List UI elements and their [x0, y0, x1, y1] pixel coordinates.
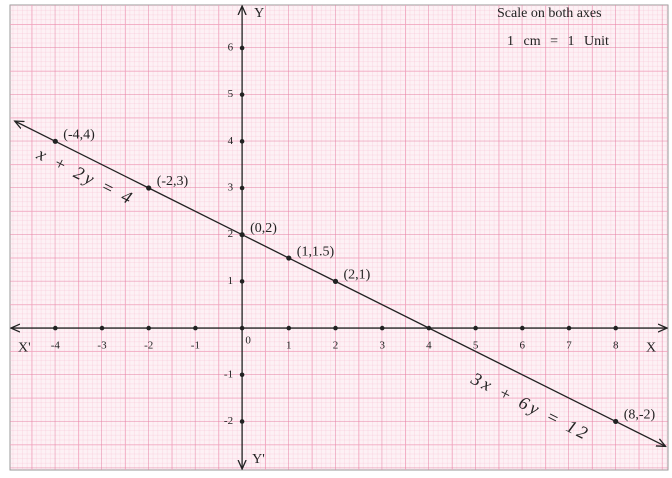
- x-tick-label: 6: [520, 340, 526, 352]
- x-tick: [519, 325, 525, 331]
- x-tick: [52, 325, 58, 331]
- x-tick: [566, 325, 572, 331]
- y-tick: [239, 45, 245, 51]
- x-tick: [286, 325, 292, 331]
- x-tick-label: 5: [473, 340, 479, 352]
- line: [55, 140, 616, 423]
- y-tick: [239, 419, 245, 424]
- point-label: (0,2): [250, 221, 277, 236]
- y-tick: [239, 372, 245, 378]
- axis-label: Y: [254, 6, 264, 21]
- x-tick-label: -3: [97, 340, 107, 352]
- y-tick-label: 5: [228, 88, 234, 100]
- x-tick: [473, 325, 478, 331]
- axis-label: Y': [252, 452, 265, 467]
- point: [286, 255, 292, 261]
- point-label: (8,-2): [624, 408, 656, 423]
- y-tick-label: 6: [228, 41, 234, 53]
- y-tick-label: -1: [224, 368, 233, 380]
- x-tick: [239, 325, 245, 331]
- point: [332, 278, 339, 284]
- point: [52, 138, 58, 144]
- x-tick-label: 4: [426, 340, 432, 352]
- point-label: (-4,4): [63, 128, 95, 143]
- y-tick-label: 1: [228, 275, 234, 287]
- x-tick: [146, 325, 151, 331]
- point: [613, 418, 619, 425]
- axis-label: X': [18, 340, 31, 355]
- axis-label: X: [646, 340, 656, 355]
- y-tick-label: 4: [228, 135, 234, 147]
- point: [146, 185, 152, 191]
- x-tick-label: 0: [245, 335, 251, 347]
- point-label: (-2,3): [157, 174, 189, 189]
- x-tick-label: -4: [51, 340, 61, 352]
- y-tick-label: 3: [228, 182, 234, 194]
- point: [239, 232, 245, 238]
- point-label: (2,1): [343, 268, 370, 283]
- x-tick-label: 1: [286, 340, 292, 352]
- x-tick-label: 8: [613, 340, 619, 352]
- x-tick: [613, 325, 618, 331]
- x-tick-label: 7: [566, 340, 572, 352]
- line-extension: [615, 420, 665, 446]
- y-tick-label: 2: [228, 228, 234, 240]
- x-tick-label: 3: [379, 340, 385, 352]
- x-tick: [379, 325, 385, 331]
- x-tick-label: 2: [333, 340, 339, 352]
- y-tick: [239, 92, 245, 97]
- x-tick: [99, 325, 105, 331]
- y-tick-label: -2: [224, 415, 233, 427]
- line-extension: [16, 121, 56, 142]
- x-tick: [193, 325, 198, 331]
- y-tick: [239, 185, 245, 191]
- y-tick: [239, 279, 245, 284]
- graph-paper: [10, 5, 668, 470]
- point-label: (1,1.5): [297, 244, 335, 259]
- x-tick-label: -2: [144, 340, 153, 352]
- x-tick: [333, 325, 338, 331]
- x-tick-label: -1: [191, 340, 200, 352]
- annotation: Scale on both axes: [497, 6, 602, 21]
- annotation: 1 cm = 1 Unit: [507, 34, 609, 49]
- y-tick: [239, 139, 245, 144]
